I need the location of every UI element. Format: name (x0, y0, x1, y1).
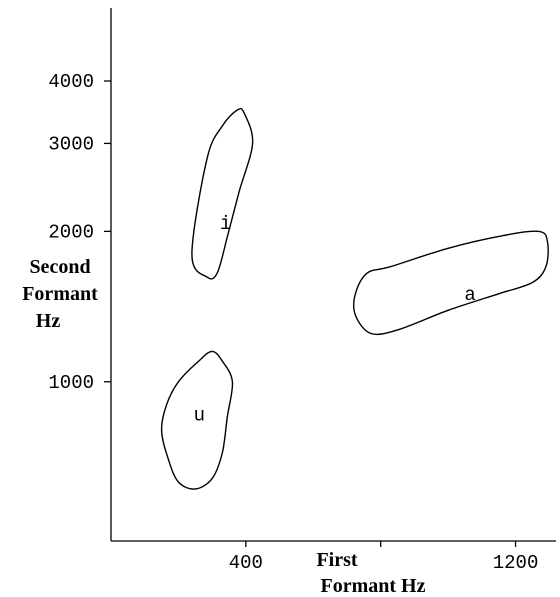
x-ticks: 400 1200 (229, 541, 539, 574)
y-tick-label: 4000 (48, 71, 94, 93)
y-axis-title-line-1: Second (29, 256, 90, 278)
y-ticks: 1000 2000 3000 4000 (48, 71, 111, 394)
vowel-regions: i a u (160, 107, 549, 490)
vowel-region-i (191, 107, 254, 280)
y-tick-label: 1000 (48, 372, 94, 394)
x-axis-title-line-1: First (316, 549, 357, 571)
vowel-label-u: u (194, 404, 205, 426)
x-tick-label: 1200 (493, 552, 539, 574)
vowel-label-i: i (220, 213, 231, 235)
x-axis-title-line-2: Formant Hz (321, 575, 426, 597)
vowel-label-a: a (464, 284, 475, 306)
y-axis-title-line-3: Hz (36, 310, 61, 332)
vowel-region-a (353, 230, 549, 336)
y-axis-title-line-2: Formant (22, 283, 98, 305)
x-tick-label: 400 (229, 552, 263, 574)
vowel-region-u (160, 350, 234, 490)
y-tick-label: 2000 (48, 221, 94, 243)
y-tick-label: 3000 (48, 133, 94, 155)
